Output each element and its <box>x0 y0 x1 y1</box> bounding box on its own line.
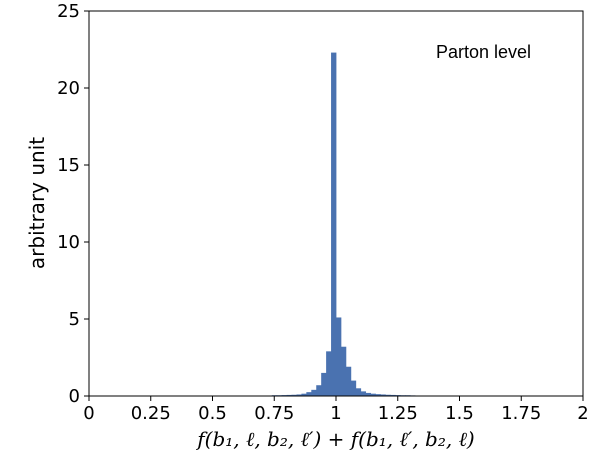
y-tick-label: 0 <box>69 386 80 407</box>
histogram-bar <box>321 372 327 396</box>
y-tick-label: 25 <box>57 1 80 22</box>
x-tick-label: 1 <box>330 403 341 424</box>
y-tick-label: 5 <box>69 309 80 330</box>
histogram-bar <box>326 351 332 396</box>
histogram-bar <box>296 394 302 396</box>
histogram-bar <box>301 393 307 396</box>
histogram-bar <box>370 393 376 396</box>
x-tick-label: 0.5 <box>198 403 227 424</box>
x-tick-label: 0.25 <box>131 403 171 424</box>
histogram-bar <box>345 366 352 396</box>
x-tick-label: 1.25 <box>378 403 418 424</box>
histogram-bar <box>390 394 396 396</box>
x-tick-label: 0 <box>83 403 94 424</box>
histogram-bar <box>340 346 347 396</box>
histogram-bar <box>291 394 297 396</box>
y-axis-label: arbitrary unit <box>25 137 49 269</box>
y-tick-label: 20 <box>57 78 80 99</box>
y-tick-label: 10 <box>57 232 80 253</box>
histogram-bar <box>311 389 317 396</box>
histogram-bar <box>375 394 381 396</box>
x-tick-label: 1.75 <box>501 403 541 424</box>
histogram-bar <box>380 394 386 396</box>
histogram-bar <box>306 392 312 396</box>
x-axis-label: f(b₁, ℓ, b₂, ℓ′) + f(b₁, ℓ′, b₂, ℓ) <box>195 427 474 451</box>
histogram-bar <box>355 388 362 396</box>
plot-frame <box>88 10 584 397</box>
histogram-bar <box>286 394 292 396</box>
parton-level-annotation: Parton level <box>436 42 531 62</box>
x-tick-label: 0.75 <box>254 403 294 424</box>
histogram-bar <box>316 385 322 396</box>
histogram-bar <box>331 52 337 396</box>
histogram-bars <box>271 52 416 396</box>
histogram-bar <box>365 392 371 396</box>
x-tick-label: 1.5 <box>445 403 474 424</box>
histogram-bar <box>385 394 391 396</box>
x-tick-label: 2 <box>577 403 588 424</box>
y-tick-label: 15 <box>57 155 80 176</box>
histogram-bar <box>336 317 342 396</box>
histogram-bar <box>360 391 367 396</box>
histogram-bar <box>350 380 357 396</box>
